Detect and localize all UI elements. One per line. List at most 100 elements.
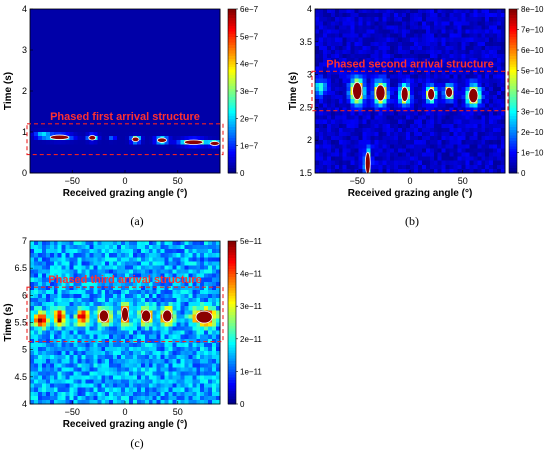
heatmap-cell	[140, 160, 146, 166]
heatmap-cell	[69, 156, 75, 162]
heatmap-cell	[30, 322, 35, 328]
heatmap-cell	[449, 99, 455, 104]
heatmap-cell	[465, 107, 470, 113]
heatmap-cell	[57, 115, 63, 121]
heatmap-cell	[93, 107, 98, 113]
heatmap-cell	[93, 132, 98, 137]
heatmap-cell	[61, 50, 67, 55]
heatmap-cell	[406, 119, 411, 125]
heatmap-cell	[109, 33, 114, 39]
colorbar-tick-label: 1e−7	[240, 142, 259, 151]
heatmap-cell	[49, 25, 55, 31]
y-tick-label: 2.5	[299, 102, 312, 112]
heatmap-cell	[322, 13, 328, 18]
heatmap-cell	[497, 82, 502, 88]
heatmap-cell	[121, 136, 126, 141]
heatmap-cell	[437, 70, 443, 76]
heatmap-cell	[429, 115, 435, 121]
heatmap-cell	[49, 13, 55, 18]
heatmap-cell	[93, 281, 98, 287]
heatmap-cell	[457, 132, 463, 137]
heatmap-cell	[81, 359, 87, 364]
heatmap-cell	[168, 164, 174, 170]
heatmap-cell	[315, 111, 320, 117]
colorbar-swatch	[509, 30, 517, 35]
heatmap-cell	[216, 91, 221, 96]
heatmap-cell	[156, 140, 162, 145]
heatmap-cell	[497, 62, 502, 67]
heatmap-cell	[449, 29, 455, 35]
colorbar-swatch	[509, 104, 517, 108]
heatmap-cell	[89, 371, 94, 377]
heatmap-cell	[346, 148, 352, 154]
heatmap-cell	[113, 144, 118, 149]
heatmap-cell	[152, 70, 158, 76]
heatmap-cell	[342, 136, 348, 141]
heatmap-cell	[61, 306, 67, 311]
heatmap-cell	[370, 95, 375, 100]
heatmap-cell	[148, 111, 154, 117]
heatmap-cell	[208, 33, 213, 39]
heatmap-cell	[200, 78, 205, 84]
heatmap-cell	[33, 281, 39, 287]
colorbar-swatch	[509, 112, 517, 117]
heatmap-cell	[89, 342, 94, 348]
heatmap-cell	[33, 45, 39, 51]
heatmap-cell	[501, 160, 506, 166]
heatmap-cell	[350, 148, 356, 154]
heatmap-cell	[101, 241, 106, 246]
heatmap-cell	[382, 78, 387, 84]
heatmap-cell	[73, 45, 79, 51]
heatmap-cell	[176, 78, 182, 84]
heatmap-cell	[330, 82, 336, 88]
heatmap-cell	[109, 322, 114, 328]
heatmap-cell	[204, 160, 209, 166]
heatmap-cell	[73, 245, 79, 250]
heatmap-cell	[168, 62, 174, 67]
heatmap-cell	[69, 371, 75, 377]
heatmap-cell	[398, 152, 403, 158]
heatmap-cell	[109, 86, 114, 92]
heatmap-cell	[45, 82, 51, 88]
heatmap-cell	[461, 9, 467, 14]
heatmap-cell	[81, 9, 87, 14]
heatmap-cell	[117, 45, 122, 51]
heatmap-cell	[33, 306, 39, 311]
heatmap-cell	[57, 269, 63, 275]
heatmap-cell	[437, 33, 443, 39]
heatmap-cell	[370, 86, 375, 92]
heatmap-cell	[453, 164, 459, 170]
heatmap-cell	[204, 140, 209, 145]
heatmap-cell	[140, 148, 146, 154]
heatmap-cell	[429, 21, 435, 26]
colorbar-swatch	[509, 115, 517, 119]
heatmap-cell	[457, 95, 463, 100]
heatmap-cell	[457, 70, 463, 76]
heatmap-cell	[184, 95, 189, 100]
heatmap-cell	[493, 78, 498, 84]
heatmap-cell	[61, 29, 67, 35]
heatmap-cell	[136, 160, 142, 166]
heatmap-cell	[350, 45, 356, 51]
heatmap-cell	[433, 54, 439, 59]
heatmap-cell	[350, 78, 356, 84]
heatmap-cell	[113, 119, 118, 125]
heatmap-cell	[330, 156, 336, 162]
heatmap-cell	[69, 302, 75, 307]
heatmap-cell	[326, 111, 332, 117]
heatmap-cell	[49, 78, 55, 84]
heatmap-cell	[37, 367, 43, 372]
heatmap-cell	[37, 45, 43, 51]
heatmap-cell	[152, 127, 158, 133]
heatmap-cell	[398, 66, 403, 72]
heatmap-cell	[429, 156, 435, 162]
heatmap-cell	[37, 379, 43, 385]
heatmap-cell	[330, 50, 336, 55]
heatmap-cell	[374, 50, 379, 55]
heatmap-cell	[140, 119, 146, 125]
heatmap-cell	[493, 148, 498, 154]
heatmap-cell	[168, 140, 174, 145]
heatmap-cell	[346, 132, 352, 137]
heatmap-cell	[113, 86, 118, 92]
heatmap-cell	[41, 136, 47, 141]
